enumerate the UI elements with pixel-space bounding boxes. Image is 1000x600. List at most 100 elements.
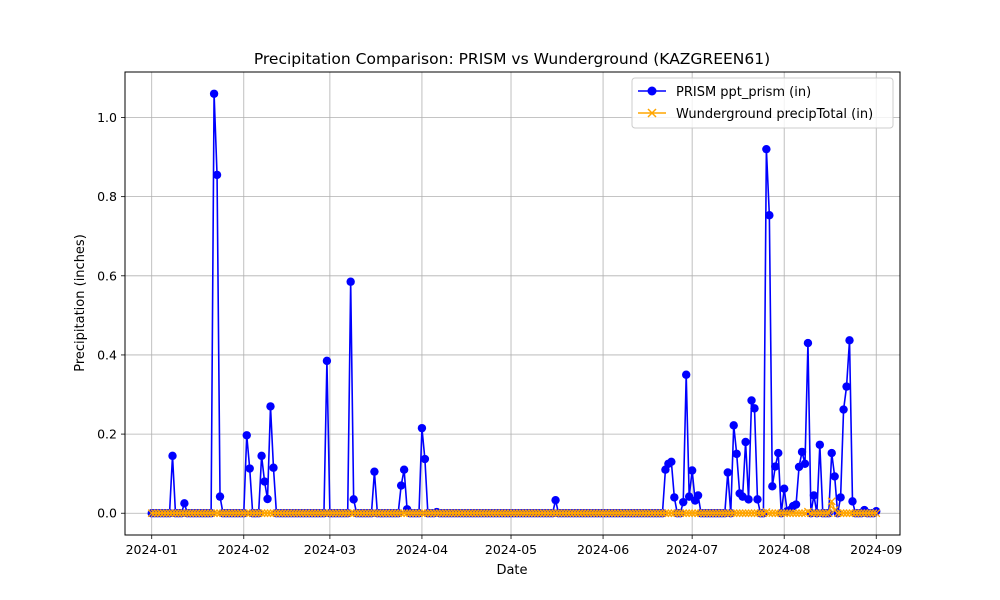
- legend-wunderground-label: Wunderground precipTotal (in): [676, 107, 873, 122]
- data-point: [750, 404, 759, 413]
- data-point: [275, 509, 284, 518]
- data-point: [765, 211, 774, 220]
- data-point: [809, 491, 819, 500]
- data-point: [293, 509, 302, 518]
- data-point: [738, 509, 747, 518]
- data-point: [622, 509, 631, 518]
- data-point: [180, 499, 189, 508]
- y-tick-label: 0.2: [97, 427, 117, 442]
- data-point: [210, 509, 219, 518]
- data-point: [599, 509, 608, 518]
- data-point: [848, 509, 857, 518]
- data-point: [590, 509, 599, 518]
- data-point: [797, 447, 807, 457]
- data-point: [783, 509, 792, 518]
- data-point: [696, 509, 706, 518]
- data-point: [198, 509, 207, 518]
- data-point: [209, 89, 219, 98]
- data-point: [156, 509, 165, 518]
- data-point: [468, 509, 477, 518]
- data-point: [325, 509, 334, 518]
- data-point: [628, 509, 637, 518]
- data-point: [444, 509, 453, 518]
- data-point: [260, 477, 269, 486]
- data-point: [593, 509, 602, 518]
- data-point: [509, 509, 519, 518]
- data-point: [548, 509, 557, 518]
- data-point: [661, 509, 670, 518]
- data-point: [619, 509, 628, 518]
- data-point: [762, 144, 771, 154]
- data-point: [391, 509, 400, 518]
- data-point: [305, 509, 314, 518]
- data-point: [242, 431, 251, 440]
- legend-prism-label: PRISM ppt_prism (in): [676, 85, 811, 100]
- data-point: [207, 509, 216, 518]
- data-point: [869, 509, 878, 518]
- data-point: [506, 509, 516, 518]
- data-point: [684, 492, 694, 501]
- data-point: [557, 509, 566, 518]
- data-point: [257, 509, 266, 518]
- data-point: [447, 509, 456, 518]
- series-line: [151, 92, 877, 515]
- data-point: [786, 509, 795, 518]
- data-point: [774, 448, 783, 458]
- data-point: [352, 509, 361, 518]
- data-point: [601, 509, 611, 518]
- data-point: [195, 509, 204, 518]
- x-tick-label: 2024-07: [666, 542, 718, 557]
- x-tick-label: 2024-08: [758, 542, 810, 557]
- data-point: [655, 509, 664, 518]
- data-point: [800, 459, 810, 468]
- data-point: [355, 509, 364, 518]
- data-point: [732, 509, 741, 518]
- data-point: [640, 509, 649, 518]
- data-point: [420, 509, 429, 518]
- data-point: [744, 509, 753, 518]
- data-point: [236, 509, 245, 518]
- x-tick-label: 2024-02: [218, 542, 270, 557]
- data-point: [227, 509, 236, 518]
- data-point: [245, 464, 254, 473]
- data-point: [824, 509, 833, 518]
- data-point: [729, 421, 738, 430]
- data-point: [563, 509, 572, 518]
- data-point: [673, 509, 682, 518]
- y-tick-label: 0.0: [97, 506, 117, 521]
- data-point: [803, 338, 813, 348]
- data-point: [370, 467, 379, 476]
- data-point: [343, 509, 352, 518]
- data-point: [658, 509, 667, 518]
- data-point: [717, 509, 726, 518]
- data-point: [183, 509, 192, 518]
- data-point: [462, 509, 471, 518]
- gridlines: [125, 72, 900, 535]
- data-point: [818, 509, 827, 518]
- data-point: [263, 509, 272, 518]
- data-point: [346, 277, 355, 286]
- data-point: [872, 507, 881, 516]
- data-point: [186, 509, 195, 518]
- data-point: [711, 509, 720, 518]
- data-point: [616, 509, 625, 518]
- data-point: [830, 472, 839, 481]
- data-point: [527, 509, 536, 518]
- data-point: [670, 493, 679, 502]
- data-point: [290, 509, 299, 518]
- data-point: [794, 509, 804, 518]
- data-point: [720, 509, 729, 518]
- data-point: [192, 509, 201, 518]
- data-point: [765, 509, 774, 518]
- data-point: [866, 509, 875, 518]
- data-point: [242, 509, 251, 518]
- data-point: [400, 509, 409, 518]
- data-point: [302, 509, 311, 518]
- data-point: [299, 509, 308, 518]
- data-point: [212, 509, 222, 518]
- data-point: [245, 509, 254, 518]
- data-point: [768, 509, 777, 518]
- data-point: [587, 509, 596, 518]
- data-point: [322, 509, 331, 518]
- data-point: [836, 493, 845, 502]
